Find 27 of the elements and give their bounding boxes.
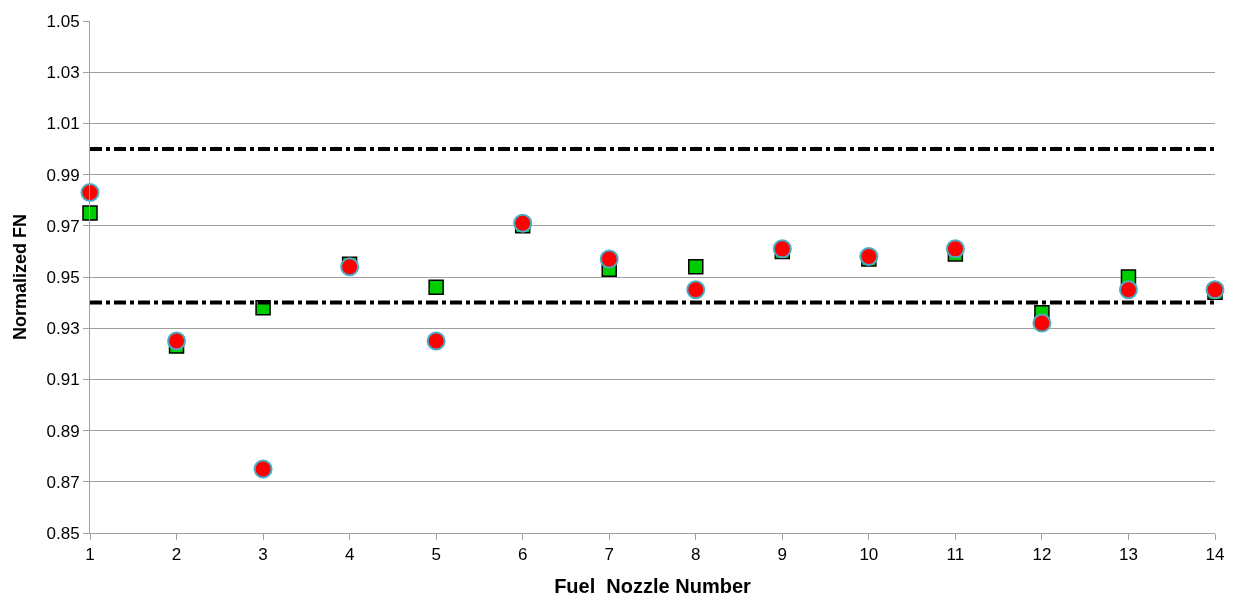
x-tick-label: 5 <box>431 545 441 565</box>
x-tick-label: 4 <box>344 545 355 565</box>
x-tick-label: 7 <box>604 545 614 565</box>
x-tick-label: 3 <box>258 545 268 565</box>
x-tick-label: 13 <box>1119 545 1138 565</box>
y-tick-label: 0.99 <box>46 165 80 185</box>
x-tick-label: 2 <box>171 545 182 565</box>
y-tick-label: 0.87 <box>46 472 80 492</box>
y-tick-label: 0.89 <box>46 421 80 441</box>
y-tick-label: 0.85 <box>46 523 80 543</box>
y-tick-label: 0.93 <box>46 319 80 339</box>
x-tick-label: 1 <box>85 545 95 565</box>
x-tick-label: 8 <box>691 545 701 565</box>
x-tick-label: 9 <box>777 545 788 565</box>
x-axis-title: Fuel Nozzle Number <box>554 574 752 597</box>
x-tick-label: 12 <box>1032 545 1052 565</box>
y-tick-label: 1.01 <box>46 114 80 134</box>
y-tick-label: 0.91 <box>46 370 80 390</box>
x-tick-label: 10 <box>859 545 879 565</box>
y-tick-label: 1.03 <box>46 63 80 83</box>
y-axis-title: Normalized FN <box>9 213 30 341</box>
y-tick-label: 1.05 <box>46 11 80 31</box>
y-tick-label: 0.95 <box>46 267 80 287</box>
x-tick-label: 6 <box>517 545 528 565</box>
y-tick-label: 0.97 <box>46 216 80 236</box>
x-tick-label: 11 <box>946 545 965 565</box>
x-tick-label: 14 <box>1205 545 1225 565</box>
